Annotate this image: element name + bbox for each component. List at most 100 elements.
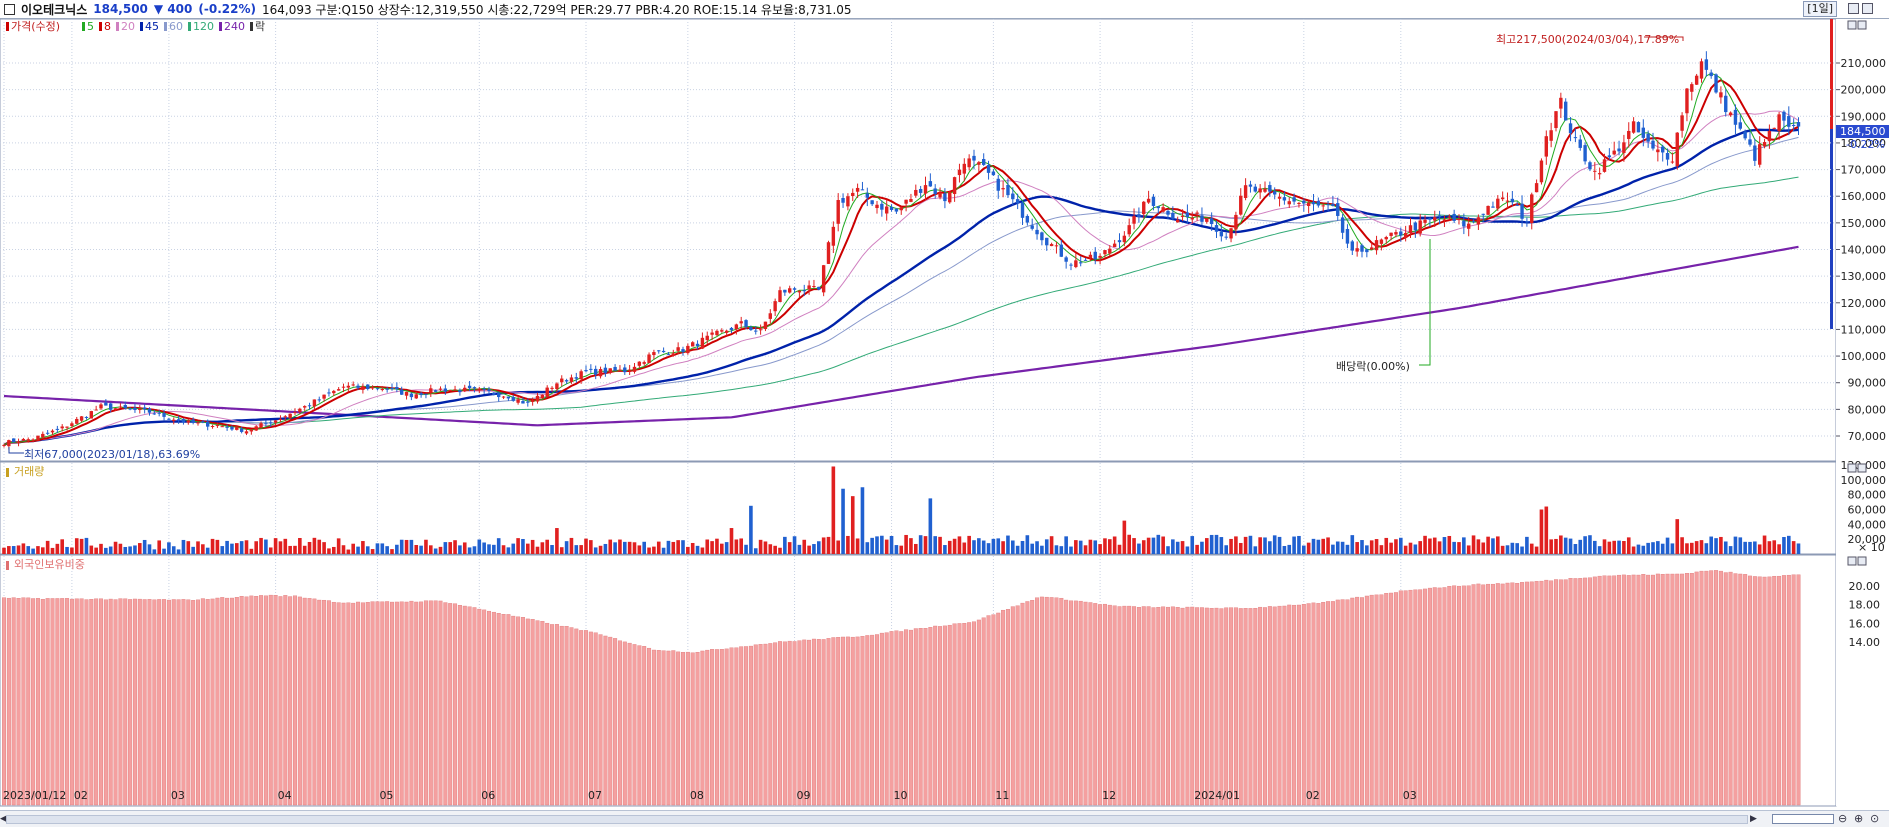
candle-body — [613, 366, 617, 371]
volume-bar — [1006, 535, 1010, 554]
volume-bar — [545, 539, 549, 554]
foreign-bar — [1136, 607, 1141, 806]
foreign-bar — [1054, 597, 1059, 806]
volume-bar — [118, 543, 123, 554]
foreign-bar — [1423, 588, 1428, 806]
minimize-icon[interactable] — [1848, 3, 1859, 14]
scroll-thumb[interactable] — [1772, 814, 1834, 824]
horizontal-scrollbar[interactable]: ◀ ▶ ⊖ ⊕ ⊙ — [0, 810, 1889, 827]
volume-tick-label: 20,000 — [1848, 533, 1887, 546]
foreign-bar — [642, 646, 647, 806]
foreign-bar — [530, 619, 535, 806]
candle-body — [424, 393, 428, 395]
foreign-bar — [520, 617, 525, 806]
period-selector[interactable]: [1일] — [1803, 1, 1837, 17]
panel-minimize-icon[interactable] — [1847, 20, 1857, 30]
volume-bar — [962, 542, 967, 554]
foreign-bar — [443, 602, 448, 806]
candle-body — [1685, 88, 1689, 114]
candle-body — [1758, 144, 1762, 165]
volume-bar — [700, 547, 705, 554]
foreign-bar — [1151, 607, 1156, 806]
foreign-bar — [1117, 606, 1122, 806]
volume-bar — [860, 487, 865, 554]
candle-body — [594, 368, 598, 375]
zoom-in-icon[interactable]: ⊕ — [1854, 812, 1864, 825]
foreign-bar — [1490, 583, 1495, 806]
volume-bar — [530, 539, 535, 554]
volume-bar — [399, 539, 404, 554]
candle-body — [1360, 245, 1364, 252]
candle-body — [404, 391, 409, 396]
stock-chart[interactable]: 210,000 200,000 190,000 180,000 170,000 160,0… — [0, 19, 1889, 810]
maximize-icon[interactable] — [1862, 3, 1873, 14]
candle-body — [637, 361, 642, 366]
candle-body — [264, 422, 268, 424]
volume-bar — [424, 539, 428, 554]
candle-body — [414, 394, 418, 399]
foreign-bar — [1015, 605, 1020, 806]
foreign-bar — [467, 606, 472, 806]
foreign-bar — [787, 640, 792, 806]
volume-bar — [225, 540, 229, 554]
foreign-panel-minimize-icon[interactable] — [1847, 556, 1857, 566]
foreign-bar — [1156, 607, 1161, 806]
zoom-out-icon[interactable]: ⊖ — [1838, 812, 1848, 825]
scroll-left-icon[interactable]: ◀ — [0, 814, 7, 824]
foreign-bar — [195, 599, 200, 806]
foreign-bar — [1709, 570, 1714, 806]
foreign-bar — [1752, 576, 1757, 806]
foreign-bar — [584, 630, 589, 806]
volume-bar — [1685, 543, 1689, 554]
zoom-fit-icon[interactable]: ⊙ — [1870, 812, 1880, 825]
volume-multiplier: × 10 — [1858, 541, 1885, 554]
foreign-bar — [889, 631, 894, 806]
volume-panel-close-icon[interactable] — [1857, 463, 1867, 473]
foreign-bar — [559, 625, 564, 806]
candle-body — [16, 441, 21, 444]
volume-bar — [947, 540, 952, 554]
foreign-bar — [1650, 574, 1655, 806]
scroll-track[interactable] — [6, 815, 1748, 824]
volume-bar — [1253, 546, 1258, 554]
panel-close-icon[interactable] — [1857, 20, 1867, 30]
candle-body — [996, 178, 1000, 191]
legend-item: 20 — [121, 20, 135, 33]
candle-body — [821, 265, 826, 293]
volume-bar — [327, 548, 331, 554]
foreign-bar — [336, 602, 341, 806]
candle-body — [244, 431, 249, 434]
foreign-bar — [845, 636, 850, 806]
candle-body — [1733, 109, 1738, 125]
volume-bar — [1563, 537, 1568, 554]
candle-body — [433, 390, 438, 392]
volume-panel-minimize-icon[interactable] — [1847, 463, 1857, 473]
candle-body — [336, 389, 341, 391]
volume-bar — [1297, 535, 1301, 554]
volume-bar — [749, 505, 753, 554]
foreign-bar — [1684, 573, 1689, 806]
y-axis-area — [1836, 19, 1889, 806]
volume-bar — [1787, 535, 1791, 554]
candle-body — [574, 377, 578, 379]
candle-body — [1481, 213, 1485, 215]
panel-checkbox[interactable] — [4, 3, 15, 15]
volume-bar — [1282, 545, 1287, 554]
foreign-bar — [1510, 582, 1515, 806]
price-change: ▼ 400 — [153, 2, 193, 16]
volume-bar — [492, 544, 496, 554]
price-tick-label: 180,000 — [1841, 137, 1887, 150]
candle-body — [501, 396, 506, 398]
volume-tick-label: 100,000 — [1841, 474, 1887, 487]
foreign-bar — [21, 597, 26, 806]
volume-bar — [487, 544, 491, 554]
foreign-panel-close-icon[interactable] — [1857, 556, 1867, 566]
foreign-bar — [16, 598, 21, 806]
volume-bar — [603, 543, 608, 554]
candle-body — [1510, 198, 1515, 203]
volume-bar — [244, 540, 249, 554]
scroll-right-icon[interactable]: ▶ — [1750, 814, 1757, 824]
dividend-marker — [1419, 239, 1431, 366]
volume-bar — [1525, 536, 1529, 554]
foreign-bar — [331, 601, 336, 806]
